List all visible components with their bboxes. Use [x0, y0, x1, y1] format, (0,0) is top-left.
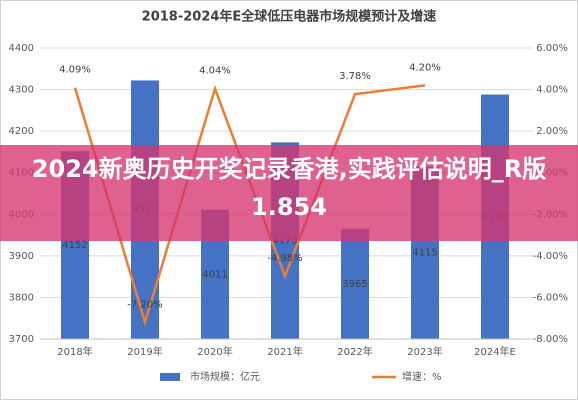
- line-value-label: 4.04%: [199, 66, 231, 77]
- x-tick-label: 2018年: [57, 345, 92, 358]
- line-value-label: 3.78%: [339, 71, 371, 82]
- bar-value-label: 3965: [342, 279, 367, 290]
- bar-value-label: 4011: [202, 269, 227, 280]
- legend-label: 市场规模：亿元: [190, 370, 260, 383]
- y2-tick-label: 4.00%: [536, 85, 568, 96]
- x-tick-label: 2019年: [127, 345, 162, 358]
- y2-tick-label: -8.00%: [533, 334, 568, 345]
- line-value-label: -4.98%: [267, 253, 302, 264]
- legend-swatch: [160, 373, 180, 381]
- y-tick-label: 4300: [9, 85, 34, 96]
- chart-title: 2018-2024年E全球低压电器市场规模预计及增速: [142, 9, 437, 25]
- overlay-banner: [0, 145, 578, 241]
- x-tick-label: 2024年E: [474, 345, 516, 358]
- bar-value-label: 4173: [272, 236, 297, 247]
- y2-tick-label: 6.00%: [536, 43, 568, 54]
- overlay-box: 2024新奥历史开奖记录香港,实践评估说明_R版1.854: [31, 155, 547, 221]
- y2-tick-label: -4.00%: [533, 251, 568, 262]
- y2-tick-label: 2.00%: [536, 126, 568, 137]
- x-tick-label: 2021年: [267, 345, 302, 358]
- line-value-label: 4.09%: [59, 65, 91, 76]
- x-tick-label: 2023年: [407, 345, 442, 358]
- x-tick-label: 2020年: [197, 345, 232, 358]
- y-tick-label: 3900: [9, 251, 34, 262]
- line-value-label: 4.20%: [409, 62, 441, 73]
- bar-value-label: 4152: [62, 240, 87, 251]
- plot: 37003800390040004100420043004400-8.00%-6…: [9, 43, 568, 383]
- y-tick-label: 3800: [9, 292, 34, 303]
- overlay-text: 2024新奥历史开奖记录香港,实践评估说明_R版1.854: [31, 155, 547, 221]
- y-tick-label: 3700: [9, 334, 34, 345]
- y2-tick-label: -6.00%: [533, 292, 568, 303]
- bar: [341, 228, 369, 339]
- legend-label: 增速：%: [402, 370, 442, 383]
- y-tick-label: 4200: [9, 126, 34, 137]
- line-value-label: -7.20%: [127, 299, 162, 310]
- bar-value-label: 4115: [412, 248, 437, 259]
- x-tick-label: 2022年: [337, 345, 372, 358]
- y-tick-label: 4400: [9, 43, 34, 54]
